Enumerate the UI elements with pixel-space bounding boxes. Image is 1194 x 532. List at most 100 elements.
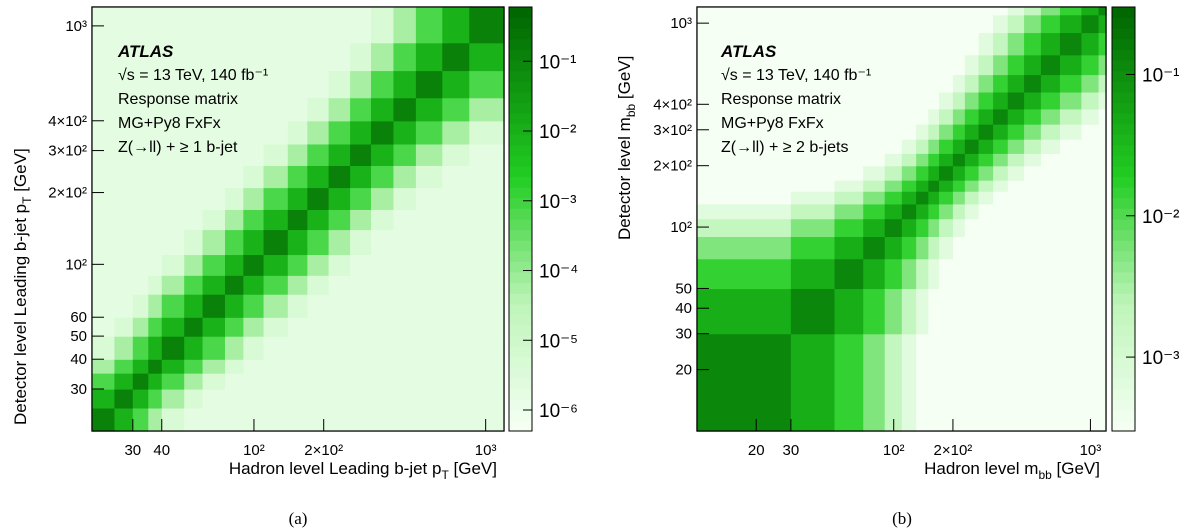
heatmap-cell — [884, 165, 903, 181]
y-tick-label: 40 — [70, 351, 87, 368]
heatmap-cell — [1098, 191, 1107, 205]
heatmap-cell — [978, 124, 994, 140]
heatmap-cell — [1024, 32, 1042, 56]
heatmap-cell — [1081, 32, 1100, 56]
heatmap-cell — [132, 359, 149, 374]
heatmap-cell — [978, 139, 994, 154]
heatmap-cell — [1007, 203, 1025, 220]
heatmap-cell — [114, 254, 134, 276]
heatmap-cell — [884, 91, 903, 110]
heatmap-cell — [287, 275, 308, 295]
heatmap-cell — [202, 294, 226, 318]
colorbar-band — [1112, 335, 1135, 347]
heatmap-cell — [442, 229, 470, 256]
heatmap-cell — [928, 191, 940, 205]
heatmap-cell — [202, 120, 226, 145]
heatmap-cell — [1040, 108, 1061, 125]
heatmap-cell — [225, 317, 244, 337]
heatmap-cell — [371, 97, 395, 122]
heatmap-cell — [161, 229, 185, 256]
heatmap-cell — [148, 294, 163, 318]
heatmap-cell — [307, 294, 330, 318]
heatmap-cell — [132, 373, 149, 390]
heatmap-cell — [790, 218, 836, 237]
heatmap-cell — [1007, 7, 1025, 16]
colorbar-band — [1112, 155, 1135, 167]
heatmap-cell — [952, 108, 966, 125]
heatmap-cell — [442, 143, 470, 166]
heatmap-cell — [415, 70, 443, 99]
heatmap-cell — [863, 54, 886, 76]
heatmap-cell — [964, 153, 980, 167]
heatmap-cell — [225, 7, 244, 44]
heatmap-cell — [393, 275, 417, 295]
heatmap-cell — [92, 70, 116, 99]
heatmap-cell — [415, 97, 443, 122]
heatmap-cell — [393, 165, 417, 189]
heatmap-cell — [469, 42, 505, 72]
heatmap-cell — [161, 97, 185, 122]
heatmap-cell — [978, 108, 994, 125]
heatmap-cell — [92, 359, 116, 374]
heatmap-cell — [901, 180, 917, 192]
panel-a-y-ticks: 30 40 50 60 10² 2×10² 3×10² 4×10² 10³ — [48, 18, 104, 398]
heatmap-cell — [901, 236, 917, 260]
heatmap-cell — [393, 407, 417, 432]
heatmap-cell — [1098, 203, 1107, 220]
heatmap-cell — [442, 42, 470, 72]
heatmap-cell — [884, 124, 903, 140]
x-tick-label: 30 — [124, 442, 141, 459]
heatmap-cell — [114, 373, 134, 390]
x-tick-label: 10³ — [475, 442, 497, 459]
y-tick-label: 4×10² — [653, 96, 692, 113]
heatmap-cell — [863, 14, 886, 34]
heatmap-cell — [350, 42, 372, 72]
y-tick-label: 20 — [675, 362, 692, 379]
heatmap-cell — [928, 14, 940, 34]
heatmap-cell — [328, 407, 351, 432]
heatmap-cell — [1059, 165, 1083, 181]
heatmap-cell — [415, 336, 443, 360]
colorbar-band — [1112, 272, 1135, 284]
heatmap-cell — [287, 143, 308, 166]
heatmap-cell — [148, 407, 163, 432]
heatmap-cell — [469, 254, 505, 276]
heatmap-cell — [184, 209, 204, 231]
heatmap-cell — [978, 333, 994, 432]
heatmap-cell — [184, 187, 204, 210]
heatmap-cell — [161, 120, 185, 145]
heatmap-cell — [863, 7, 886, 16]
heatmap-cell — [307, 317, 330, 337]
heatmap-cell — [790, 333, 836, 432]
colorbar-band — [1112, 197, 1135, 209]
heatmap-cell — [287, 70, 308, 99]
panel-b-heatmap-cells — [697, 7, 1107, 432]
heatmap-cell — [884, 108, 903, 125]
colorbar-band — [1112, 70, 1135, 82]
heatmap-cell — [790, 14, 836, 34]
heatmap-cell — [92, 254, 116, 276]
heatmap-cell — [114, 336, 134, 360]
panel-a-colorbar — [509, 7, 532, 432]
heatmap-cell — [469, 70, 505, 99]
colorbar-band — [509, 325, 532, 337]
heatmap-cell — [863, 191, 886, 205]
heatmap-cell — [287, 359, 308, 374]
heatmap-cell — [884, 236, 903, 260]
y-tick-label: 2×10² — [48, 185, 87, 202]
heatmap-cell — [243, 389, 265, 409]
colorbar-band — [509, 166, 532, 178]
heatmap-cell — [307, 229, 330, 256]
colorbar-band — [509, 7, 532, 19]
heatmap-cell — [371, 336, 395, 360]
heatmap-cell — [371, 165, 395, 189]
heatmap-cell — [415, 317, 443, 337]
heatmap-cell — [148, 209, 163, 231]
heatmap-cell — [328, 373, 351, 390]
heatmap-cell — [834, 32, 864, 56]
heatmap-cell — [350, 275, 372, 295]
heatmap-cell — [132, 294, 149, 318]
heatmap-cell — [92, 294, 116, 318]
heatmap-cell — [790, 91, 836, 110]
heatmap-cell — [834, 288, 864, 335]
